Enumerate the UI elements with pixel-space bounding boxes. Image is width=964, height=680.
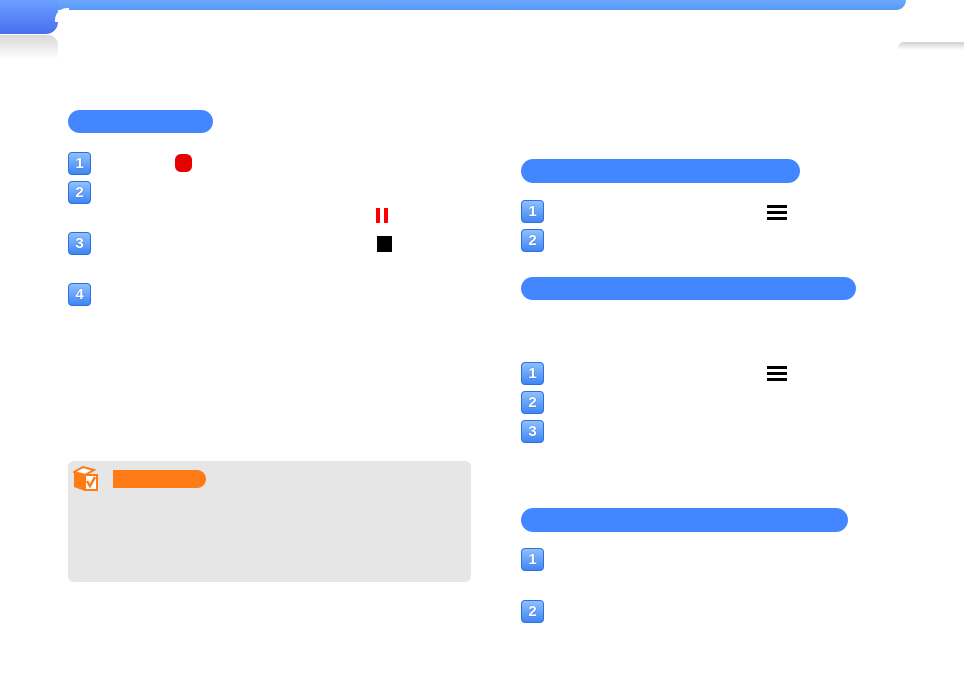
step-badge: 4 — [68, 283, 91, 306]
section-heading-right-3 — [521, 508, 848, 532]
step-badge: 2 — [68, 181, 91, 204]
step-badge: 1 — [521, 362, 544, 385]
step-badge: 1 — [68, 152, 91, 175]
step-badge: 3 — [521, 420, 544, 443]
step-badge: 2 — [521, 229, 544, 252]
checkbox-cube-icon — [73, 466, 98, 491]
pause-icon — [375, 208, 389, 223]
step-badge: 3 — [68, 232, 91, 255]
note-heading — [113, 470, 206, 488]
step-badge: 1 — [521, 200, 544, 223]
step-badge: 2 — [521, 391, 544, 414]
step-badge: 2 — [521, 600, 544, 623]
tab-shadow — [0, 35, 58, 59]
right-shadow — [898, 42, 964, 50]
stop-icon — [377, 236, 392, 252]
chapter-tab — [0, 0, 58, 34]
record-icon — [175, 154, 192, 172]
header-bar — [55, 0, 906, 10]
menu-icon — [767, 366, 787, 382]
header-corner — [55, 8, 69, 22]
menu-icon — [767, 205, 787, 221]
section-heading-right-1 — [521, 159, 800, 183]
section-heading-right-2 — [521, 277, 856, 300]
step-badge: 1 — [521, 548, 544, 571]
section-heading-left — [68, 110, 213, 133]
